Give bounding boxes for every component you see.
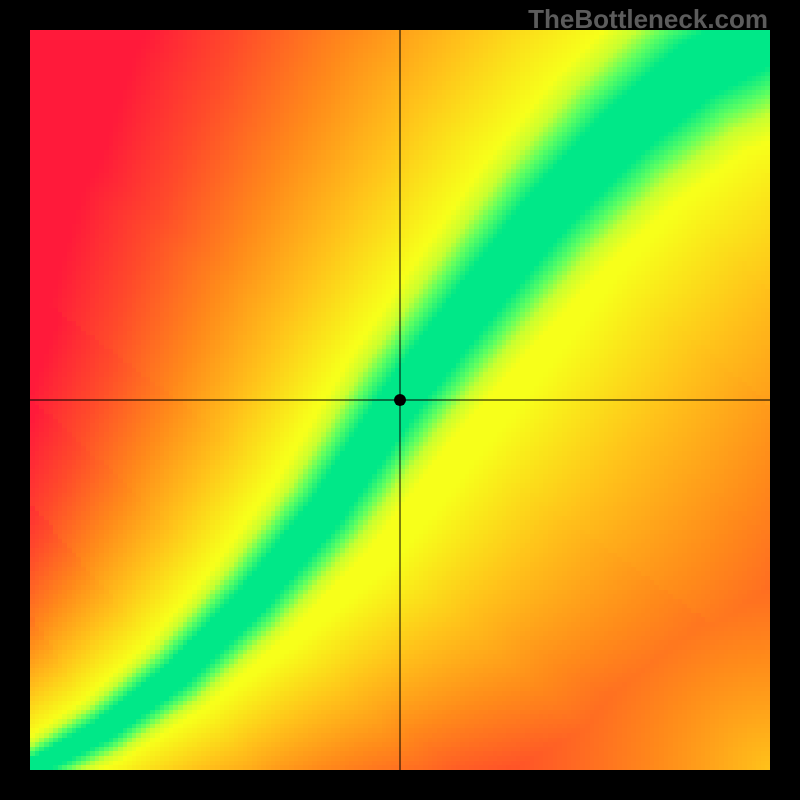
chart-container: TheBottleneck.com	[0, 0, 800, 800]
watermark-text: TheBottleneck.com	[528, 4, 768, 35]
bottleneck-heatmap	[0, 0, 800, 800]
